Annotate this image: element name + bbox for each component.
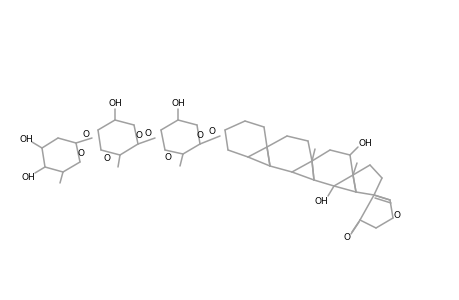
Text: OH: OH — [171, 98, 185, 107]
Text: OH: OH — [358, 139, 371, 148]
Text: O: O — [82, 130, 90, 139]
Text: O: O — [196, 130, 203, 140]
Text: O: O — [144, 128, 151, 137]
Text: O: O — [77, 148, 84, 158]
Text: O: O — [343, 233, 350, 242]
Text: OH: OH — [108, 98, 122, 107]
Text: O: O — [164, 152, 171, 161]
Text: OH: OH — [19, 134, 33, 143]
Text: OH: OH — [21, 172, 35, 182]
Text: OH: OH — [313, 197, 327, 206]
Text: O: O — [208, 127, 215, 136]
Text: O: O — [392, 212, 400, 220]
Text: O: O — [135, 130, 142, 140]
Text: O: O — [103, 154, 110, 163]
